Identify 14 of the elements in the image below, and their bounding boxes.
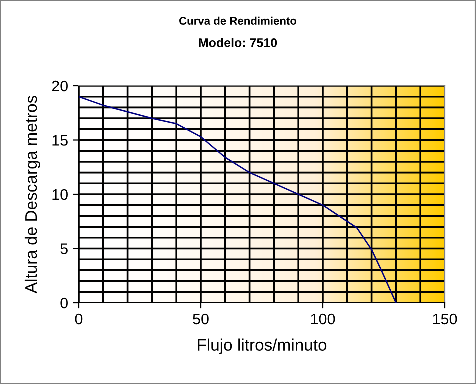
y-tick-label: 10 [52, 189, 68, 200]
y-tick-label: 20 [52, 80, 68, 92]
x-tick-label: 0 [75, 314, 83, 325]
y-tick-label: 15 [52, 135, 68, 146]
chart-title: Curva de Rendimiento [180, 16, 297, 25]
x-tick-label: 150 [433, 314, 458, 325]
chart-subtitle: Modelo: 7510 [199, 38, 278, 48]
y-tick-label: 5 [60, 244, 68, 254]
x-axis-title: Flujo litros/minuto [198, 338, 327, 354]
x-tick-label: 50 [193, 314, 209, 325]
y-tick-label: 0 [60, 298, 68, 309]
line-series [79, 96, 397, 303]
y-axis-title: Altura de Descarga metros [24, 96, 40, 294]
x-tick-label: 100 [311, 314, 336, 325]
